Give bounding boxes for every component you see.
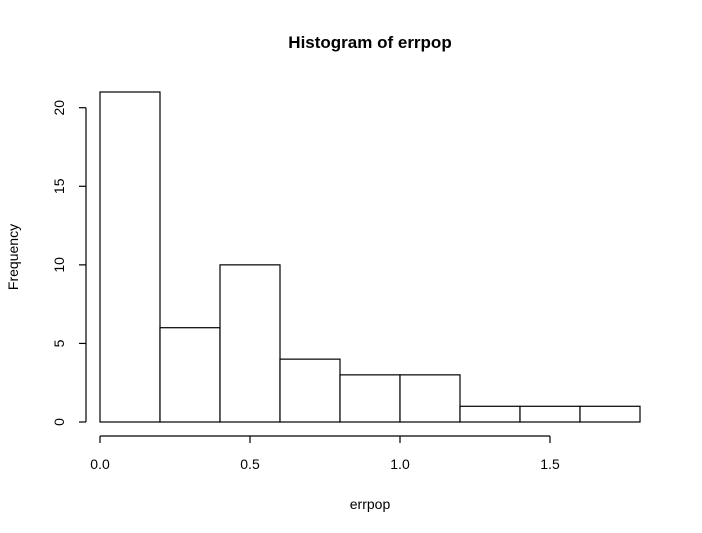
histogram-bar-8	[519, 405, 581, 423]
bars-group	[99, 91, 641, 423]
histogram-bar-5	[339, 374, 401, 423]
histogram-bar-7	[459, 405, 521, 423]
histogram-bar-6	[399, 374, 461, 423]
y-tick-label: 10	[51, 257, 67, 273]
y-tick-label: 5	[51, 339, 67, 347]
x-axis: 0.0 0.5 1.0 1.5	[90, 435, 560, 472]
histogram-bar-3	[219, 264, 281, 423]
chart-title: Histogram of errpop	[288, 33, 451, 52]
y-tick-label: 0	[51, 418, 67, 426]
y-tick-label: 20	[51, 100, 67, 116]
histogram-bar-4	[279, 358, 341, 423]
y-tick-label: 15	[51, 178, 67, 194]
histogram-bar-1	[99, 91, 161, 423]
x-axis-label: errpop	[350, 496, 391, 512]
histogram-bar-9	[579, 405, 641, 423]
y-axis-label: Frequency	[5, 224, 21, 290]
x-tick-label: 1.0	[390, 456, 410, 472]
x-tick-label: 0.5	[240, 456, 260, 472]
y-axis: 0 5 10 15 20	[51, 100, 87, 426]
x-tick-label: 1.5	[540, 456, 560, 472]
histogram-bar-2	[159, 327, 221, 423]
x-tick-label: 0.0	[90, 456, 110, 472]
